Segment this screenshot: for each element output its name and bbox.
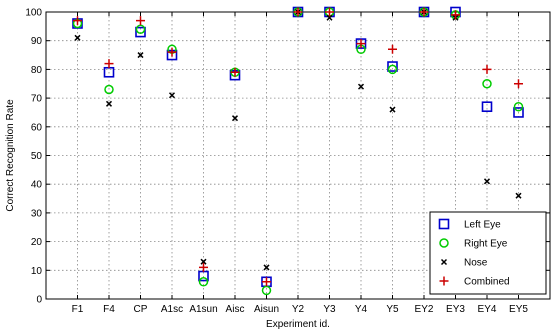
x-tick-label: EY2 xyxy=(415,304,434,315)
data-point xyxy=(326,14,333,21)
y-tick-label: 100 xyxy=(25,8,42,19)
y-tick-label: 90 xyxy=(31,36,43,47)
legend-label: Left Eye xyxy=(464,220,501,231)
data-point xyxy=(389,106,396,113)
legend-label: Right Eye xyxy=(464,239,508,250)
x-tick-label: EY3 xyxy=(446,304,465,315)
x-tick-label: Y4 xyxy=(355,304,368,315)
data-point xyxy=(357,83,365,90)
legend: Left Eye Right Eye Nose Combined xyxy=(429,211,547,295)
legend-label: Nose xyxy=(464,258,488,269)
y-tick-label: 80 xyxy=(31,65,43,76)
data-point xyxy=(74,34,81,41)
x-tick-label: A1sc xyxy=(161,304,183,315)
data-point xyxy=(135,26,146,38)
data-point xyxy=(200,258,207,265)
y-tick-label: 60 xyxy=(31,122,43,133)
data-point xyxy=(167,47,177,57)
data-point xyxy=(515,192,522,199)
series-combined xyxy=(73,7,523,287)
data-point xyxy=(513,101,524,112)
y-tick-label: 40 xyxy=(31,180,43,191)
data-point xyxy=(168,92,176,99)
y-tick-label: 70 xyxy=(31,94,43,105)
data-point xyxy=(199,262,208,272)
data-point xyxy=(356,39,366,49)
data-point xyxy=(482,64,492,74)
data-point xyxy=(482,79,492,89)
y-tick-label: 20 xyxy=(31,237,43,248)
x-tick-label: A1sun xyxy=(189,304,217,315)
grid-lines xyxy=(46,12,550,299)
data-point xyxy=(135,24,146,34)
data-point xyxy=(231,115,239,122)
x-axis-label: Experiment id. xyxy=(266,319,330,330)
series-nose xyxy=(74,8,522,271)
y-tick-label: 30 xyxy=(31,208,43,219)
x-tick-label: Y5 xyxy=(386,304,399,315)
data-point xyxy=(230,67,240,77)
legend-marker xyxy=(438,218,450,230)
x-tick-label: F1 xyxy=(72,304,84,315)
data-point xyxy=(73,16,82,26)
y-tick-label: 0 xyxy=(36,295,42,306)
y-tick-label: 50 xyxy=(31,151,43,162)
data-point xyxy=(419,7,429,17)
x-tick-label: Aisc xyxy=(226,304,245,315)
data-point xyxy=(261,285,272,296)
data-point xyxy=(104,84,114,95)
x-tick-label: Aisun xyxy=(254,304,279,315)
data-point xyxy=(325,7,334,17)
data-point xyxy=(198,277,209,287)
data-point xyxy=(387,61,398,72)
data-markers xyxy=(72,6,524,296)
data-point xyxy=(136,16,145,26)
legend-label: Combined xyxy=(464,277,510,288)
data-point xyxy=(481,101,493,113)
x-tick-label: CP xyxy=(134,304,148,315)
data-point xyxy=(263,264,270,271)
x-tick-label: EY5 xyxy=(509,304,528,315)
data-point xyxy=(483,178,491,185)
data-point xyxy=(293,7,303,17)
legend-marker xyxy=(440,258,448,266)
x-tick-label: EY4 xyxy=(478,304,497,315)
legend-box xyxy=(429,211,547,295)
data-point xyxy=(514,79,523,89)
y-axis-label: Correct Recognition Rate xyxy=(5,99,16,212)
data-point xyxy=(262,277,271,287)
legend-marker xyxy=(439,276,449,286)
data-point xyxy=(388,44,397,54)
data-point xyxy=(137,52,144,59)
data-point xyxy=(105,100,113,107)
data-point xyxy=(387,64,398,75)
x-tick-label: F4 xyxy=(103,304,115,315)
x-tick-label: Y3 xyxy=(323,304,336,315)
y-tick-label: 10 xyxy=(31,266,43,277)
x-tick-label: Y2 xyxy=(292,304,305,315)
data-point xyxy=(104,59,114,69)
axis-ticks: 0 10 20 30 40 50 60 70 80 90 100 F1 F4 CP A1sc A1sun Ais… xyxy=(25,8,550,315)
data-point xyxy=(451,10,460,20)
data-point xyxy=(513,107,524,118)
legend-marker xyxy=(439,238,449,248)
